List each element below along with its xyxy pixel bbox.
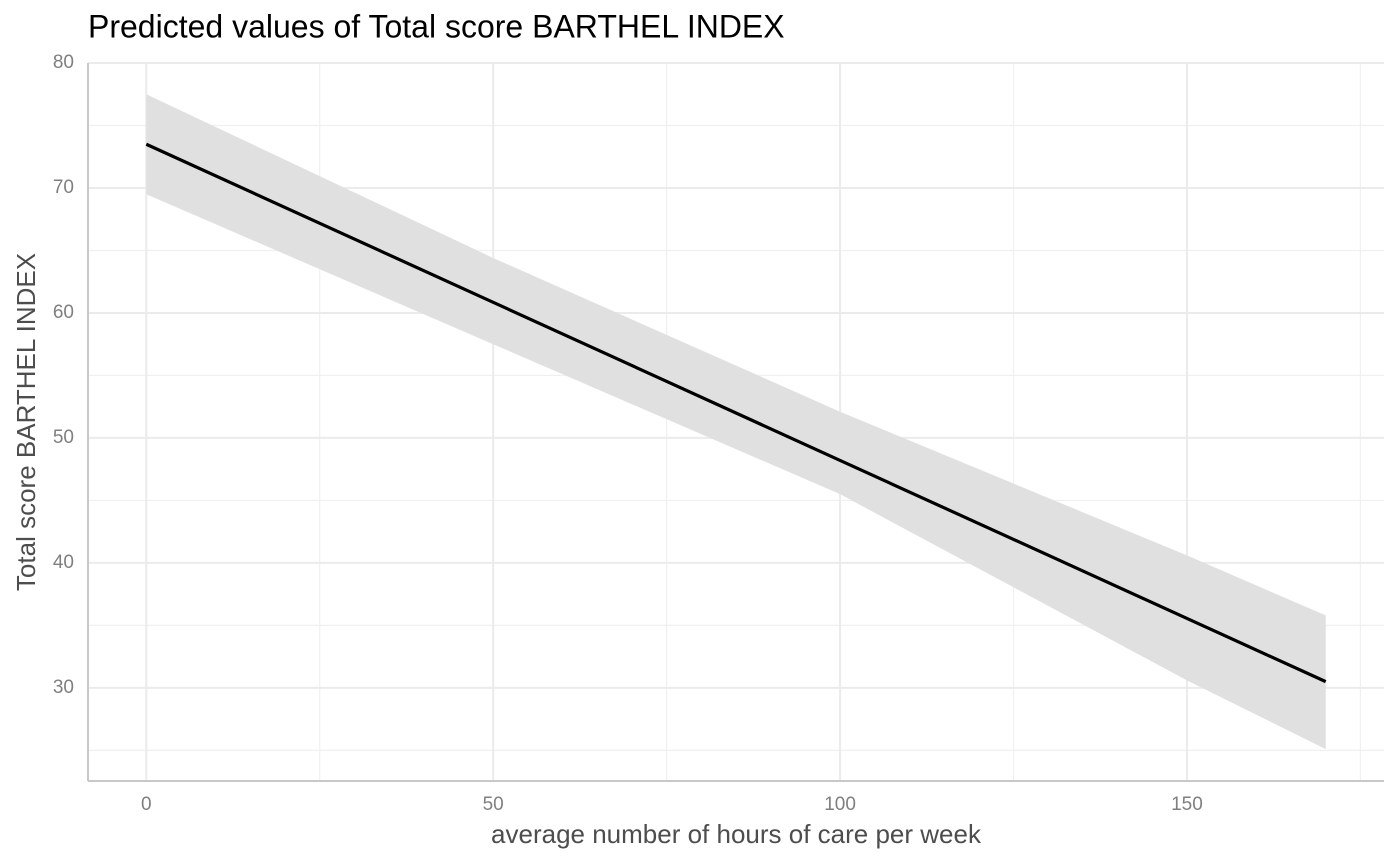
x-tick-label: 0	[141, 794, 152, 815]
y-tick-label: 50	[53, 427, 74, 448]
x-axis-title: average number of hours of care per week	[491, 819, 982, 849]
x-tick-label: 150	[1171, 794, 1203, 815]
chart-title: Predicted values of Total score BARTHEL …	[88, 8, 785, 44]
y-tick-label: 80	[53, 52, 74, 73]
y-tick-label: 60	[53, 302, 74, 323]
y-axis-title: Total score BARTHEL INDEX	[11, 253, 41, 591]
confidence-band	[146, 94, 1326, 750]
y-tick-label: 40	[53, 552, 74, 573]
prediction-line	[145, 142, 1327, 684]
y-tick-label: 70	[53, 177, 74, 198]
y-tick-label: 30	[53, 677, 74, 698]
x-tick-label: 50	[483, 794, 504, 815]
x-tick-label: 100	[824, 794, 856, 815]
